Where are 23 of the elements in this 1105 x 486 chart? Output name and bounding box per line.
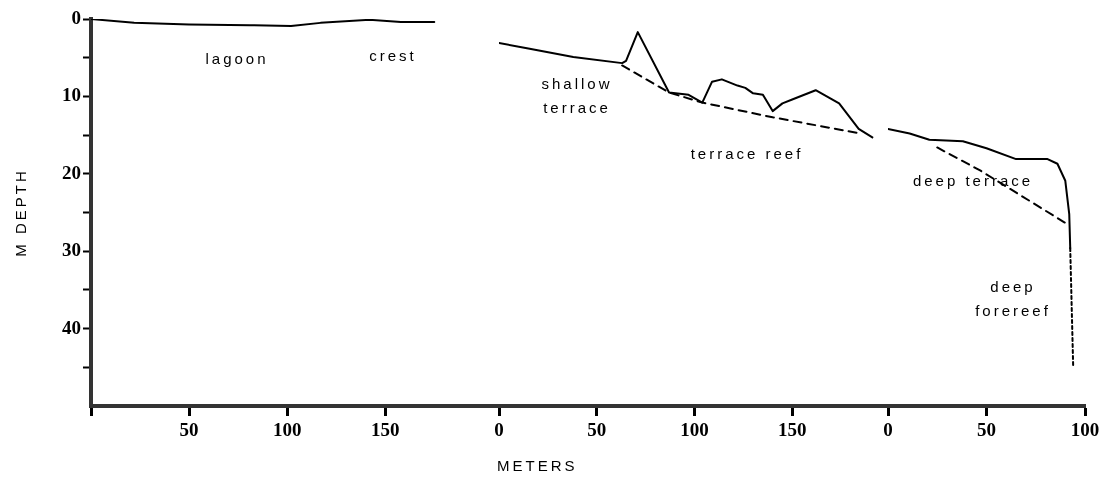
annotation: deep forereef	[975, 278, 1051, 320]
annotation: lagoon	[205, 50, 269, 68]
y-tick-label: 0	[71, 6, 81, 28]
x-tick-label: 50	[179, 419, 199, 441]
annotation: crest	[369, 47, 417, 65]
x-tick-label: 100	[680, 419, 709, 441]
y-tick-label: 40	[62, 316, 81, 338]
y-tick-label: 30	[62, 239, 81, 261]
annotation: terrace reef	[690, 145, 804, 163]
y-tick-label: 10	[62, 84, 81, 106]
x-tick-label: 100	[272, 419, 302, 441]
x-tick-label: 0	[883, 419, 893, 441]
x-tick-label: 150	[370, 419, 400, 441]
x-tick-label: 50	[587, 419, 607, 441]
annotation: deep terrace	[912, 172, 1034, 190]
x-tick-label: 100	[1070, 419, 1100, 441]
x-tick-label: 0	[494, 419, 504, 441]
y-tick-label: 20	[62, 161, 81, 183]
x-tick-label: 150	[777, 419, 807, 441]
annotation: shallow terrace	[541, 75, 613, 117]
x-axis-title: METERS	[497, 457, 578, 475]
x-tick-label: 50	[977, 419, 996, 441]
y-axis-title: M DEPTH	[12, 168, 30, 257]
